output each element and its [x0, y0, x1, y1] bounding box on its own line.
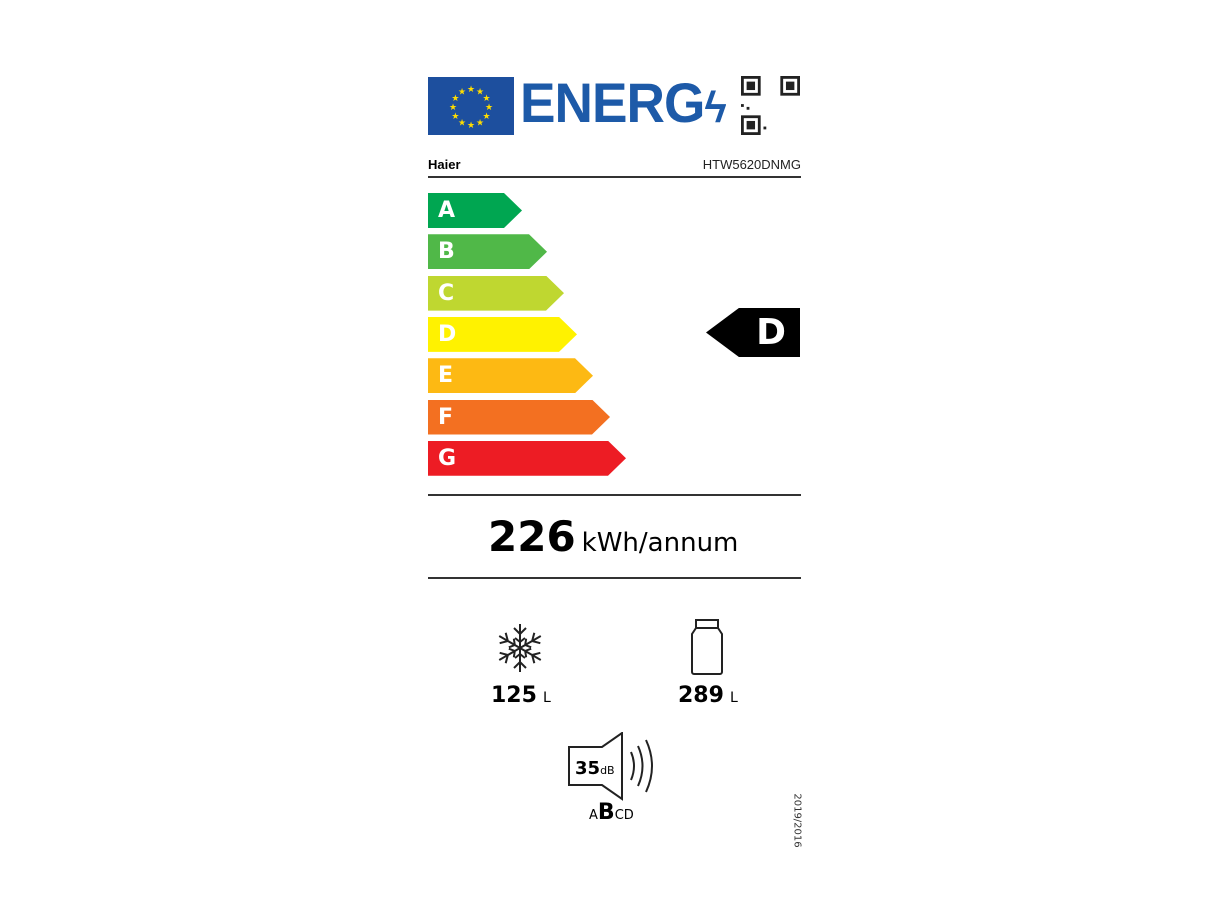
svg-text:★: ★	[458, 119, 466, 129]
energy-class-indicator: D	[706, 308, 800, 357]
noise-class-a: A	[589, 808, 598, 823]
noise-class-d: D	[623, 808, 634, 823]
fridge-volume: 289 L	[678, 683, 738, 708]
noise-class-b: B	[597, 800, 615, 825]
svg-text:★: ★	[458, 87, 466, 97]
eu-flag-logo: ★ ★ ★ ★ ★ ★ ★ ★ ★ ★ ★ ★	[428, 77, 514, 135]
noise-level: 35dB	[575, 758, 615, 779]
model-identifier: HTW5620DNMG	[702, 157, 801, 172]
divider	[428, 577, 801, 579]
energy-class-bar-g: G	[428, 440, 626, 476]
supplier-name: Haier	[428, 157, 461, 172]
energy-class-bar-f: F	[428, 399, 610, 435]
svg-text:★: ★	[449, 103, 457, 113]
energy-class-bar-d: D	[428, 316, 577, 352]
speaker-icon	[568, 732, 653, 801]
energy-class-bar-b: B	[428, 234, 547, 270]
energy-class-bar-e: E	[428, 358, 593, 394]
lightning-icon: ϟ	[704, 83, 726, 132]
energy-consumption: 226 kWh/annum	[488, 512, 739, 561]
regulation-number: 2019/2016	[791, 793, 803, 848]
freezer-volume: 125 L	[491, 683, 551, 708]
divider	[428, 494, 801, 496]
svg-text:★: ★	[476, 87, 484, 97]
svg-text:★: ★	[483, 112, 491, 122]
svg-text:★: ★	[476, 119, 484, 129]
svg-text:★: ★	[451, 94, 459, 104]
noise-class-c: C	[614, 808, 624, 823]
snowflake-icon	[498, 624, 542, 672]
fridge-icon	[691, 619, 723, 675]
energy-logo: ENERGϟ	[520, 71, 727, 134]
qr-code-icon[interactable]	[741, 76, 800, 135]
energy-class-bar-c: C	[428, 275, 564, 311]
noise-class-scale: ABCD	[589, 800, 634, 825]
energy-class-bar-a: A	[428, 193, 522, 228]
svg-text:★: ★	[485, 103, 493, 113]
svg-text:★: ★	[483, 94, 491, 104]
divider	[428, 176, 801, 178]
svg-text:★: ★	[467, 85, 475, 95]
svg-text:★: ★	[451, 112, 459, 122]
svg-text:★: ★	[467, 121, 475, 131]
